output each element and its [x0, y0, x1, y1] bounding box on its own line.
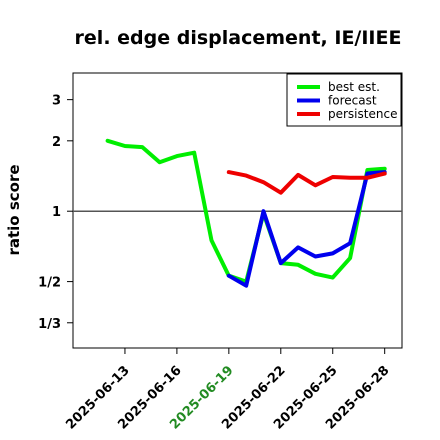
series-line-persistence: [226, 170, 387, 195]
y-tick-label: 1: [52, 205, 61, 220]
y-tick-label: 2: [52, 135, 61, 150]
y-axis-label: ratio score: [5, 164, 23, 255]
x-axis: 2025-06-132025-06-162025-06-192025-06-22…: [63, 348, 393, 433]
legend-label: best est.: [328, 80, 380, 94]
legend-label: persistence: [328, 107, 397, 121]
y-tick-label: 1/3: [38, 317, 61, 332]
legend-label: forecast: [328, 94, 377, 108]
series-line-forecast: [226, 170, 387, 288]
y-axis: 3 2 1 1/2 1/3: [38, 94, 73, 332]
series-layer: [105, 138, 387, 288]
y-tick-label: 1/2: [38, 276, 61, 291]
y-tick-label: 3: [52, 94, 61, 109]
chart-title: rel. edge displacement, IE/IIEE: [75, 27, 402, 49]
